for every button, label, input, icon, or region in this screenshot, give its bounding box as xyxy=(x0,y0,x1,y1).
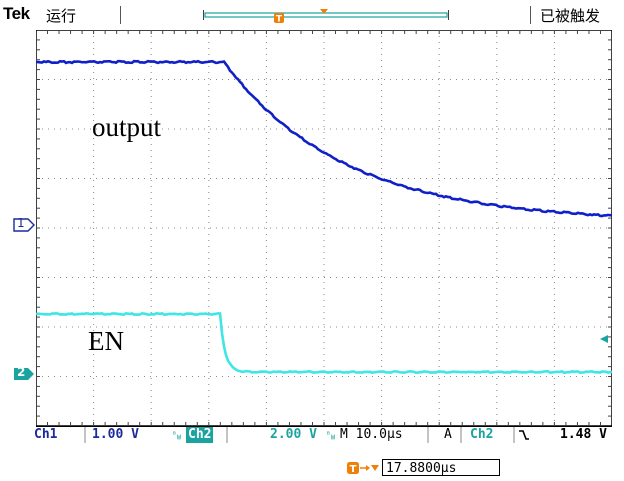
ch1-waveform-label: output xyxy=(92,112,162,142)
ch2-waveform xyxy=(36,311,612,375)
ch2-ground-marker[interactable]: 2 xyxy=(13,365,34,380)
ch2-scale[interactable]: 2.00 V xyxy=(270,427,317,442)
divider xyxy=(530,6,531,24)
trigger-source[interactable]: Ch2 xyxy=(470,427,494,442)
ch2-waveform-label: EN xyxy=(88,326,124,356)
svg-text:T: T xyxy=(276,15,283,25)
brand-logo: Tek xyxy=(3,4,30,23)
trigger-level-marker-icon[interactable] xyxy=(599,334,609,344)
trigger-mode[interactable]: A xyxy=(444,427,452,442)
ch1-waveform xyxy=(36,59,612,218)
horizontal-position-arrow-icon[interactable] xyxy=(318,8,330,16)
graticule-center-ticks xyxy=(36,30,612,426)
ch2-marker-label: 2 xyxy=(17,365,26,379)
trigger-point-icon: T xyxy=(274,13,284,25)
divider xyxy=(120,6,121,24)
run-state: 运行 xyxy=(46,7,77,25)
ch1-marker-label: 1 xyxy=(17,216,25,230)
trigger-delay-value[interactable]: 17.8800µs xyxy=(382,459,500,476)
ch1-readout-name[interactable]: Ch1 xyxy=(34,427,58,442)
readout-bar-dividers xyxy=(36,426,612,443)
ch2-readout-name[interactable]: Ch2 xyxy=(186,427,214,443)
falling-edge-slope-icon[interactable] xyxy=(518,427,530,443)
trigger-level[interactable]: 1.48 V xyxy=(560,427,607,442)
bandwidth-limit-icon: ᴮW xyxy=(326,430,336,442)
trigger-status: 已被触发 xyxy=(540,7,601,25)
ch1-scale[interactable]: 1.00 V xyxy=(92,427,139,442)
graticule-grid xyxy=(36,30,612,426)
trigger-to-position-icon: T xyxy=(347,462,379,475)
readout-bar: Ch1 1.00 V ᴮW Ch2 2.00 V ᴮW M 10.0µs A C… xyxy=(0,427,624,443)
record-position-bar[interactable] xyxy=(203,10,449,20)
svg-text:T: T xyxy=(350,464,357,475)
waveform-display xyxy=(36,30,612,426)
ch1-ground-marker[interactable]: 1 xyxy=(13,216,35,232)
bandwidth-limit-icon: ᴮW xyxy=(172,430,182,442)
timebase[interactable]: M 10.0µs xyxy=(340,427,403,442)
top-status-bar: Tek 运行 T 已被触发 xyxy=(0,0,624,30)
